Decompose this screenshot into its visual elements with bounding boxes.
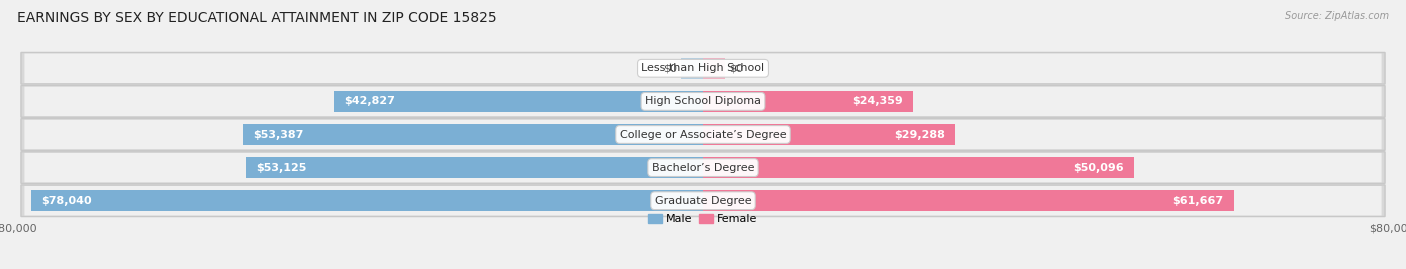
FancyBboxPatch shape xyxy=(24,120,1382,149)
Text: Graduate Degree: Graduate Degree xyxy=(655,196,751,206)
FancyBboxPatch shape xyxy=(24,87,1382,116)
FancyBboxPatch shape xyxy=(24,54,1382,83)
Text: Source: ZipAtlas.com: Source: ZipAtlas.com xyxy=(1285,11,1389,21)
Bar xyxy=(682,58,703,79)
Text: Bachelor’s Degree: Bachelor’s Degree xyxy=(652,162,754,173)
Text: $61,667: $61,667 xyxy=(1173,196,1223,206)
Text: College or Associate’s Degree: College or Associate’s Degree xyxy=(620,129,786,140)
Bar xyxy=(703,91,912,112)
Bar xyxy=(335,91,703,112)
Bar xyxy=(243,124,703,145)
Bar xyxy=(246,157,703,178)
Bar xyxy=(703,124,955,145)
Text: $50,096: $50,096 xyxy=(1073,162,1123,173)
Text: $78,040: $78,040 xyxy=(41,196,91,206)
Text: $24,359: $24,359 xyxy=(852,96,903,107)
Text: $53,125: $53,125 xyxy=(256,162,307,173)
Legend: Male, Female: Male, Female xyxy=(644,210,762,229)
Bar xyxy=(703,58,724,79)
Text: High School Diploma: High School Diploma xyxy=(645,96,761,107)
FancyBboxPatch shape xyxy=(24,153,1382,182)
FancyBboxPatch shape xyxy=(21,119,1385,150)
Bar xyxy=(703,190,1234,211)
Text: $0: $0 xyxy=(728,63,742,73)
Text: $42,827: $42,827 xyxy=(344,96,395,107)
FancyBboxPatch shape xyxy=(21,52,1385,84)
Text: $29,288: $29,288 xyxy=(894,129,945,140)
Bar xyxy=(31,190,703,211)
FancyBboxPatch shape xyxy=(21,86,1385,117)
Bar xyxy=(703,157,1135,178)
Text: Less than High School: Less than High School xyxy=(641,63,765,73)
FancyBboxPatch shape xyxy=(24,186,1382,215)
Text: $0: $0 xyxy=(664,63,678,73)
Text: $53,387: $53,387 xyxy=(253,129,304,140)
FancyBboxPatch shape xyxy=(21,185,1385,217)
FancyBboxPatch shape xyxy=(21,152,1385,183)
Text: EARNINGS BY SEX BY EDUCATIONAL ATTAINMENT IN ZIP CODE 15825: EARNINGS BY SEX BY EDUCATIONAL ATTAINMEN… xyxy=(17,11,496,25)
